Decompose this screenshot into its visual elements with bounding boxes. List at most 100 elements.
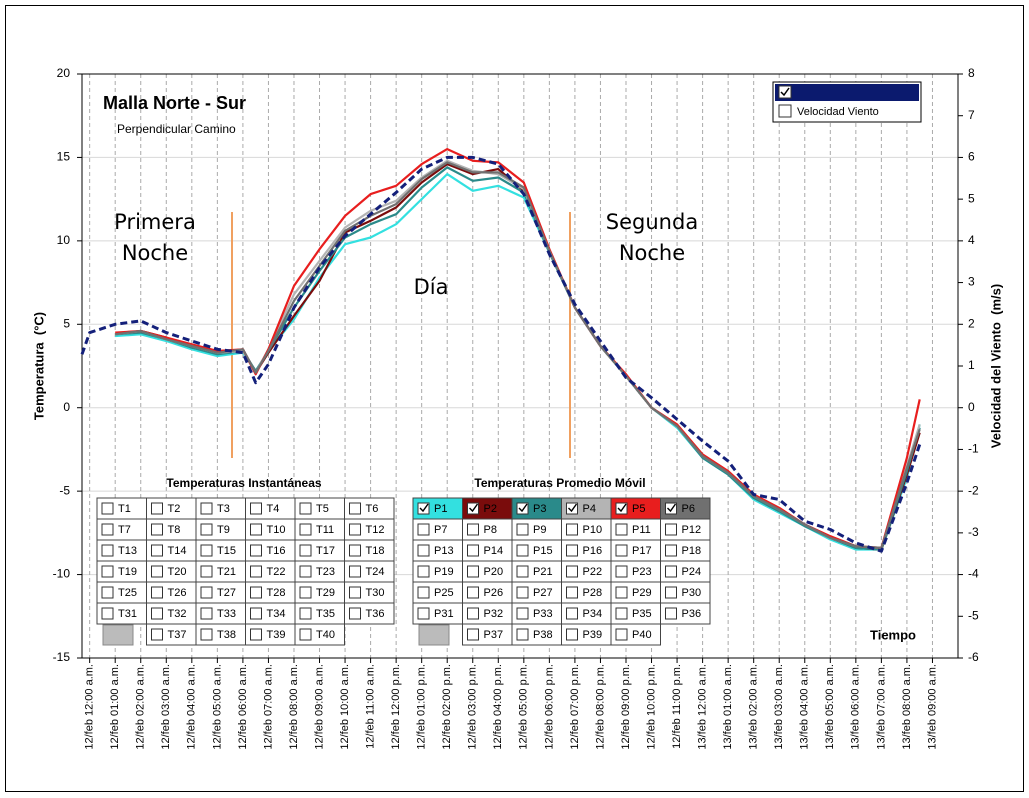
checkbox[interactable] <box>517 545 528 556</box>
checkbox[interactable] <box>567 587 578 598</box>
checkbox[interactable] <box>201 545 212 556</box>
checkbox[interactable] <box>102 545 113 556</box>
checkbox[interactable] <box>300 545 311 556</box>
checkbox[interactable] <box>616 524 627 535</box>
checkbox[interactable] <box>251 587 262 598</box>
y-axis-label: Temperatura (°C) <box>31 312 46 420</box>
checkbox[interactable] <box>152 503 163 514</box>
checkbox[interactable] <box>418 545 429 556</box>
checkbox-label: P10 <box>583 524 603 536</box>
checkbox[interactable] <box>616 629 627 640</box>
y2-tick-label: 6 <box>968 150 975 164</box>
checkbox[interactable] <box>102 587 113 598</box>
checkbox[interactable] <box>300 629 311 640</box>
checkbox[interactable] <box>300 524 311 535</box>
x-tick-label: 12/feb 11:00 p.m. <box>671 664 683 749</box>
checkbox[interactable] <box>350 545 361 556</box>
checkbox-label: T20 <box>168 566 187 578</box>
checkbox[interactable] <box>152 524 163 535</box>
checkbox[interactable] <box>152 608 163 619</box>
checkbox-label: P38 <box>533 629 553 641</box>
checkbox-label: P13 <box>434 545 454 557</box>
checkbox[interactable] <box>251 629 262 640</box>
checkbox-label: T19 <box>118 566 137 578</box>
checkbox[interactable] <box>251 608 262 619</box>
checkbox[interactable] <box>350 503 361 514</box>
y2-axis-label: Velocidad del Viento (m/s) <box>988 284 1003 448</box>
x-tick-label: 12/feb 02:00 p.m. <box>441 664 453 750</box>
checkbox-label: T17 <box>316 545 335 557</box>
checkbox[interactable] <box>616 566 627 577</box>
checkbox-label: P6 <box>682 503 695 515</box>
checkbox[interactable] <box>567 524 578 535</box>
checkbox[interactable] <box>468 587 479 598</box>
checkbox[interactable] <box>616 587 627 598</box>
checkbox-label: P32 <box>484 608 504 620</box>
checkbox[interactable] <box>152 566 163 577</box>
x-tick-label: 12/feb 08:00 a.m. <box>288 664 300 750</box>
checkbox[interactable] <box>468 566 479 577</box>
checkbox[interactable] <box>567 608 578 619</box>
checkbox[interactable] <box>468 629 479 640</box>
checkbox[interactable] <box>102 503 113 514</box>
checkbox[interactable] <box>418 566 429 577</box>
checkbox[interactable] <box>300 566 311 577</box>
checkbox[interactable] <box>666 524 677 535</box>
checkbox[interactable] <box>666 566 677 577</box>
checkbox[interactable] <box>201 503 212 514</box>
checkbox[interactable] <box>517 587 528 598</box>
legend-label: Velocidad Viento <box>797 106 879 118</box>
checkbox[interactable] <box>517 566 528 577</box>
checkbox[interactable] <box>567 545 578 556</box>
checkbox[interactable] <box>567 566 578 577</box>
checkbox[interactable] <box>201 608 212 619</box>
checkbox[interactable] <box>201 524 212 535</box>
checkbox[interactable] <box>201 587 212 598</box>
x-tick-label: 13/feb 07:00 a.m. <box>875 664 887 750</box>
checkbox[interactable] <box>350 566 361 577</box>
checkbox[interactable] <box>152 587 163 598</box>
x-tick-label: 13/feb 02:00 a.m. <box>748 664 760 750</box>
checkbox[interactable] <box>152 545 163 556</box>
y2-tick-label: -1 <box>968 442 979 456</box>
checkbox[interactable] <box>666 545 677 556</box>
checkbox[interactable] <box>251 503 262 514</box>
checkbox[interactable] <box>666 587 677 598</box>
checkbox[interactable] <box>251 545 262 556</box>
x-tick-label: 12/feb 09:00 a.m. <box>313 664 325 750</box>
checkbox[interactable] <box>666 608 677 619</box>
checkbox-label: P22 <box>583 566 603 578</box>
checkbox[interactable] <box>517 524 528 535</box>
checkbox[interactable] <box>201 566 212 577</box>
checkbox[interactable] <box>201 629 212 640</box>
checkbox[interactable] <box>418 608 429 619</box>
checkbox[interactable] <box>300 503 311 514</box>
checkbox[interactable] <box>418 524 429 535</box>
checkbox[interactable] <box>468 608 479 619</box>
checkbox[interactable] <box>616 608 627 619</box>
checkbox[interactable] <box>468 545 479 556</box>
legend-checkbox <box>779 86 791 98</box>
checkbox[interactable] <box>251 524 262 535</box>
checkbox[interactable] <box>418 587 429 598</box>
checkbox-label: T23 <box>316 566 335 578</box>
checkbox[interactable] <box>350 608 361 619</box>
checkbox[interactable] <box>350 587 361 598</box>
chart: Malla Norte - Sur Perpendicular Camino T… <box>0 0 1029 798</box>
checkbox-label: T24 <box>366 566 385 578</box>
checkbox[interactable] <box>152 629 163 640</box>
checkbox[interactable] <box>567 629 578 640</box>
checkbox[interactable] <box>616 545 627 556</box>
checkbox[interactable] <box>350 524 361 535</box>
y-tick-label: -10 <box>53 567 71 581</box>
checkbox[interactable] <box>300 608 311 619</box>
checkbox[interactable] <box>102 566 113 577</box>
checkbox-label: P21 <box>533 566 553 578</box>
checkbox[interactable] <box>102 608 113 619</box>
checkbox[interactable] <box>102 524 113 535</box>
checkbox[interactable] <box>517 629 528 640</box>
checkbox[interactable] <box>300 587 311 598</box>
checkbox[interactable] <box>251 566 262 577</box>
checkbox[interactable] <box>517 608 528 619</box>
checkbox[interactable] <box>468 524 479 535</box>
